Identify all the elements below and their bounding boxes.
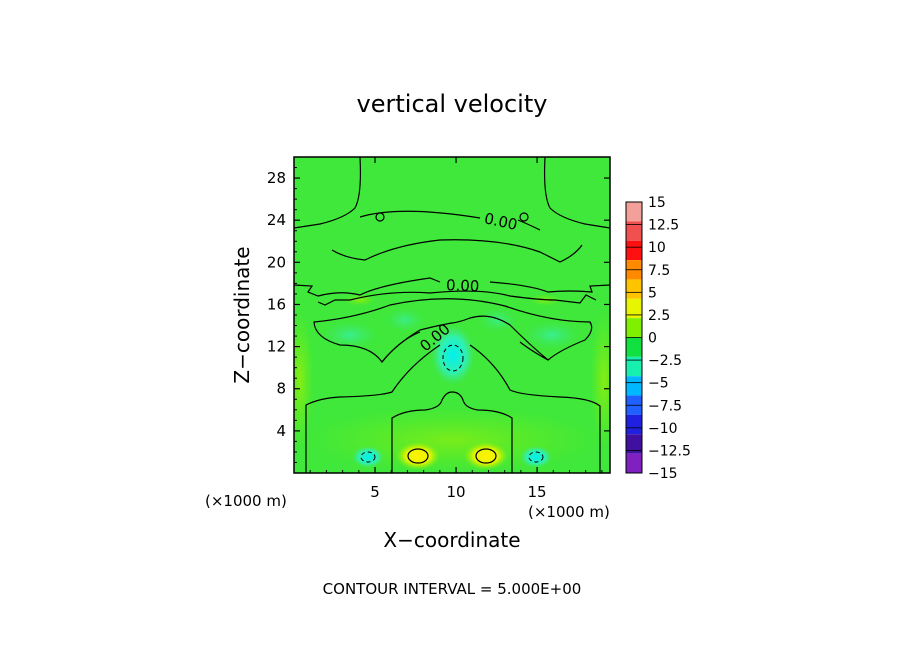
colorbar-label-5: 2.5	[648, 308, 670, 324]
x-tick-label-0: 5	[370, 483, 380, 501]
colorbar-label-1: 12.5	[648, 218, 679, 234]
contour-updraft-left	[407, 448, 429, 464]
shade-updraft-right	[464, 442, 508, 470]
contour-interval-footer: CONTOUR INTERVAL = 5.000E+00	[323, 580, 582, 598]
contour-small-loop-right	[519, 212, 529, 222]
colorbar-label-4: 5	[648, 285, 657, 301]
shade-downdraft-left	[352, 446, 384, 468]
shade-upper-yg-left	[344, 294, 376, 306]
contour-downdraft-right	[528, 451, 544, 463]
colorbar-label-9: −7.5	[648, 398, 682, 414]
y-tick-label-3: 16	[267, 295, 286, 313]
colorbar-label-0: 15	[648, 195, 666, 211]
contour-label-1: 0.00	[446, 276, 480, 295]
colorbar-label-2: 10	[648, 240, 666, 256]
colorbar-label-6: 0	[648, 331, 657, 347]
contour-top-right	[543, 157, 610, 229]
colorbar-segment-13	[626, 453, 642, 473]
colorbar-label-7: −2.5	[648, 353, 682, 369]
colorbar-segment-11	[626, 414, 642, 435]
contour-lower-ridge	[305, 344, 601, 473]
shade-right-edge-yellowgreen	[590, 310, 610, 450]
y-axis-label: Z−coordinate	[230, 246, 254, 383]
shade-lower-yellowgreen	[302, 406, 602, 473]
colorbar-label-10: −10	[648, 421, 678, 437]
contour-top-left	[294, 157, 362, 229]
contour-downdraft-center	[442, 344, 464, 372]
y-axis: 4 8 12 16 20 24 28	[267, 167, 610, 463]
y-tick-label-4: 20	[267, 253, 286, 271]
colorbar-segment-5	[626, 298, 642, 319]
x-tick-label-1: 10	[447, 483, 466, 501]
negative-contours	[360, 344, 544, 463]
shade-arch-pale-left	[322, 321, 378, 349]
colorbar-segment-0	[626, 202, 642, 222]
contour-downdraft-left	[360, 451, 376, 463]
x-unit-left: (×1000 m)	[205, 492, 287, 510]
shade-arch-pale-right	[524, 321, 580, 349]
x-axis: 5 10 15	[309, 157, 603, 501]
contour-small-loop-left	[375, 212, 385, 222]
contour-lines	[294, 157, 610, 473]
shade-left-edge-yellowgreen	[294, 310, 314, 450]
contour-arch-inner	[381, 331, 549, 363]
y-tick-label-6: 28	[267, 169, 286, 187]
x-axis-label: X−coordinate	[383, 528, 520, 552]
colorbar-segment-12	[626, 434, 642, 454]
shade-arch-pale-midright	[478, 308, 518, 332]
plot-area: 0.000.000.00	[294, 157, 610, 473]
contour-inner-bump	[391, 391, 513, 473]
y-tick-label-1: 8	[276, 380, 286, 398]
colorbar-segment-9	[626, 376, 642, 396]
contour-upper-band	[331, 239, 583, 263]
colorbar-segment-2	[626, 240, 642, 261]
shade-central-cyan	[431, 325, 475, 385]
y-tick-label-2: 12	[267, 338, 286, 356]
chart-title: vertical velocity	[357, 90, 548, 118]
y-tick-label-0: 4	[276, 422, 286, 440]
y-tick-label-5: 24	[267, 211, 286, 229]
contour-mid-band	[294, 277, 610, 297]
colorbar-segment-1	[626, 221, 642, 241]
colorbar-label-8: −5	[648, 376, 669, 392]
contour-arch-upper	[317, 290, 597, 306]
colorbar-segment-6	[626, 318, 642, 338]
contour-updraft-right	[475, 448, 497, 464]
shade-updraft-left	[396, 442, 440, 470]
colorbar-segment-8	[626, 356, 642, 377]
colorbar-label-3: 7.5	[648, 263, 670, 279]
colorbar-segment-7	[626, 337, 642, 357]
colorbar-segment-4	[626, 279, 642, 299]
colorbar: 15 12.5 10 7.5 5 2.5 0 −2.5 −5 −7.5 −10 −12.5 −15	[625, 195, 691, 482]
colorbar-label-11: −12.5	[648, 443, 691, 459]
colorbar-label-12: −15	[648, 466, 678, 482]
shade-arch-pale-midleft	[385, 308, 425, 332]
contour-top-arc	[359, 210, 541, 231]
shade-downdraft-right	[520, 446, 552, 468]
x-unit-right: (×1000 m)	[528, 503, 610, 521]
x-tick-label-2: 15	[528, 483, 547, 501]
